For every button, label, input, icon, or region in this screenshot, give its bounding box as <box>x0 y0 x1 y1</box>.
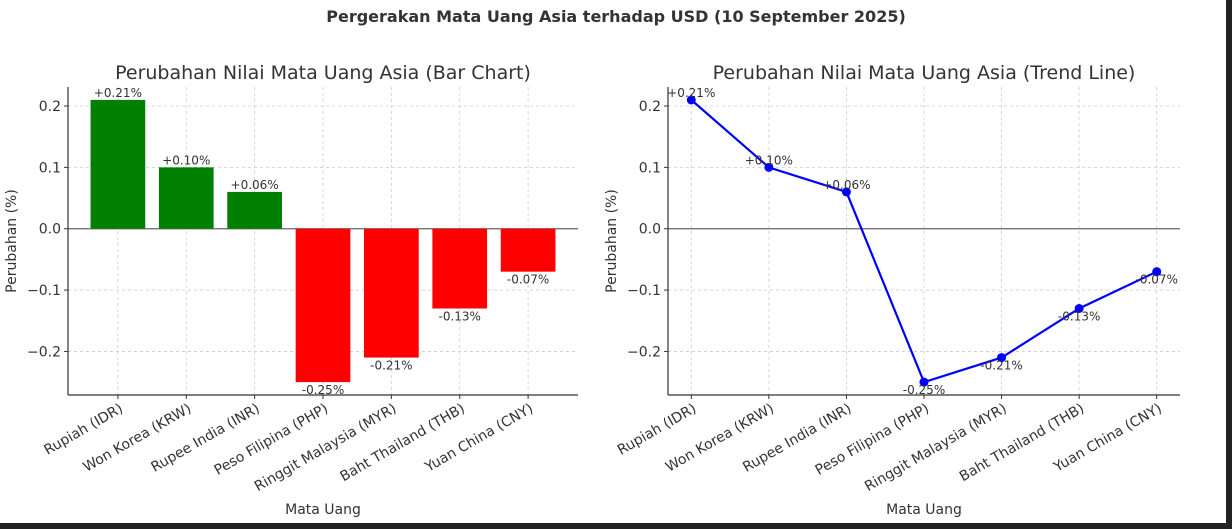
bar-chart-title: Perubahan Nilai Mata Uang Asia (Bar Char… <box>115 62 531 84</box>
bar-data-label: -0.25% <box>302 383 344 397</box>
trend-point-2 <box>841 187 851 197</box>
bar-2 <box>227 191 282 229</box>
figure-title: Pergerakan Mata Uang Asia terhadap USD (… <box>326 7 906 26</box>
bar-chart-ylabel: Perubahan (%) <box>4 189 20 293</box>
line-chart-ytick-label: −0.1 <box>627 283 661 299</box>
line-chart-xlabel: Mata Uang <box>886 502 962 518</box>
line-chart-ytick-label: 0.0 <box>639 222 661 238</box>
line-chart-ytick-label: 0.1 <box>639 160 661 176</box>
line-chart-ytick-label: 0.2 <box>639 99 661 115</box>
trend-data-label: -0.13% <box>1058 309 1100 323</box>
bar-3 <box>295 228 351 383</box>
trend-data-label: +0.10% <box>745 153 793 167</box>
bar-chart-xtick-label: Peso Filipina (PHP) <box>212 401 331 479</box>
bar-chart-ytick-label: −0.1 <box>27 283 61 299</box>
bar-data-label: +0.21% <box>94 86 142 100</box>
line-chart-title: Perubahan Nilai Mata Uang Asia (Trend Li… <box>713 62 1136 84</box>
line-chart-xtick-label: Ringgit Malaysia (MYR) <box>862 401 1009 495</box>
trend-data-label: -0.07% <box>1136 273 1178 287</box>
trend-point-0 <box>686 95 696 105</box>
bar-chart-xtick-label: Baht Thailand (THB) <box>337 401 467 485</box>
bar-4 <box>364 228 419 358</box>
bar-chart-ytick-label: −0.2 <box>27 344 61 360</box>
trend-point-1 <box>764 162 774 172</box>
bar-6 <box>500 228 556 272</box>
trend-data-label: +0.21% <box>667 86 715 100</box>
bar-data-label: +0.06% <box>231 178 279 192</box>
bar-1 <box>158 167 214 229</box>
bar-data-label: -0.21% <box>370 359 412 373</box>
bar-5 <box>432 228 488 309</box>
trend-point-5 <box>1074 303 1084 313</box>
bar-0 <box>90 99 146 229</box>
bar-chart-ytick-label: 0.0 <box>39 222 61 238</box>
bar-data-label: -0.13% <box>439 309 481 323</box>
trend-data-label: +0.06% <box>822 178 870 192</box>
bar-data-label: -0.07% <box>507 273 549 287</box>
bar-chart-ytick-label: 0.1 <box>39 160 61 176</box>
bar-data-label: +0.10% <box>162 153 210 167</box>
bar-chart-ytick-label: 0.2 <box>39 99 61 115</box>
line-chart-ytick-label: −0.2 <box>627 344 661 360</box>
line-chart-xtick-label: Baht Thailand (THB) <box>957 401 1087 485</box>
line-chart-ylabel: Perubahan (%) <box>604 189 620 293</box>
trend-point-4 <box>997 353 1007 363</box>
bar-chart-xlabel: Mata Uang <box>285 502 361 518</box>
trend-point-3 <box>919 377 929 387</box>
trend-data-label: -0.25% <box>903 383 945 397</box>
trend-data-label: -0.21% <box>980 359 1022 373</box>
trend-point-6 <box>1152 267 1162 277</box>
